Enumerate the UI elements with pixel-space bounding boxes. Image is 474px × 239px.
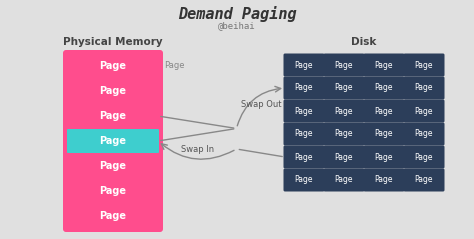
Text: Page: Page xyxy=(295,83,313,92)
FancyBboxPatch shape xyxy=(364,99,404,123)
Text: Page: Page xyxy=(415,60,433,70)
Text: @beihai: @beihai xyxy=(218,22,256,31)
Text: Page: Page xyxy=(100,136,127,146)
FancyBboxPatch shape xyxy=(63,50,163,232)
Text: Page: Page xyxy=(415,152,433,162)
Text: Page: Page xyxy=(335,130,353,138)
FancyBboxPatch shape xyxy=(323,99,365,123)
Text: Disk: Disk xyxy=(351,37,377,47)
Text: Demand Paging: Demand Paging xyxy=(178,6,296,22)
FancyBboxPatch shape xyxy=(67,154,159,178)
Text: Page: Page xyxy=(335,60,353,70)
Text: Page: Page xyxy=(415,107,433,115)
Text: Page: Page xyxy=(100,86,127,96)
Text: Page: Page xyxy=(415,83,433,92)
Text: Page: Page xyxy=(335,107,353,115)
FancyBboxPatch shape xyxy=(364,123,404,146)
Text: Page: Page xyxy=(375,60,393,70)
FancyBboxPatch shape xyxy=(323,168,365,191)
Text: Page: Page xyxy=(295,60,313,70)
FancyBboxPatch shape xyxy=(403,99,445,123)
Text: Page: Page xyxy=(335,175,353,185)
FancyBboxPatch shape xyxy=(67,204,159,228)
Text: Page: Page xyxy=(335,152,353,162)
FancyBboxPatch shape xyxy=(283,123,325,146)
FancyBboxPatch shape xyxy=(283,168,325,191)
Text: Page: Page xyxy=(375,83,393,92)
Text: Page: Page xyxy=(295,107,313,115)
FancyBboxPatch shape xyxy=(283,146,325,168)
FancyBboxPatch shape xyxy=(283,99,325,123)
Text: Page: Page xyxy=(100,161,127,171)
Text: Swap In: Swap In xyxy=(182,146,215,154)
Text: Page: Page xyxy=(295,152,313,162)
Text: Page: Page xyxy=(375,130,393,138)
Text: Page: Page xyxy=(375,152,393,162)
FancyBboxPatch shape xyxy=(364,54,404,76)
FancyBboxPatch shape xyxy=(283,54,325,76)
FancyBboxPatch shape xyxy=(323,76,365,99)
FancyBboxPatch shape xyxy=(403,76,445,99)
Text: Page: Page xyxy=(100,186,127,196)
Text: Page: Page xyxy=(375,107,393,115)
Text: Page: Page xyxy=(295,175,313,185)
FancyBboxPatch shape xyxy=(67,104,159,128)
FancyBboxPatch shape xyxy=(67,179,159,203)
FancyBboxPatch shape xyxy=(403,54,445,76)
FancyBboxPatch shape xyxy=(364,168,404,191)
FancyBboxPatch shape xyxy=(403,168,445,191)
Text: Page: Page xyxy=(375,175,393,185)
FancyBboxPatch shape xyxy=(364,76,404,99)
FancyBboxPatch shape xyxy=(403,146,445,168)
FancyBboxPatch shape xyxy=(323,54,365,76)
Text: Page: Page xyxy=(100,211,127,221)
Text: Swap Out: Swap Out xyxy=(241,100,282,109)
Text: Page: Page xyxy=(335,83,353,92)
FancyBboxPatch shape xyxy=(323,146,365,168)
FancyBboxPatch shape xyxy=(283,76,325,99)
Text: Page: Page xyxy=(100,111,127,121)
Text: Page: Page xyxy=(164,61,184,71)
Text: Page: Page xyxy=(415,175,433,185)
FancyBboxPatch shape xyxy=(323,123,365,146)
FancyBboxPatch shape xyxy=(67,54,159,78)
Text: Page: Page xyxy=(100,61,127,71)
FancyBboxPatch shape xyxy=(403,123,445,146)
Text: Physical Memory: Physical Memory xyxy=(63,37,163,47)
Text: Page: Page xyxy=(415,130,433,138)
FancyBboxPatch shape xyxy=(364,146,404,168)
FancyBboxPatch shape xyxy=(67,79,159,103)
Text: Page: Page xyxy=(295,130,313,138)
FancyBboxPatch shape xyxy=(67,129,159,153)
